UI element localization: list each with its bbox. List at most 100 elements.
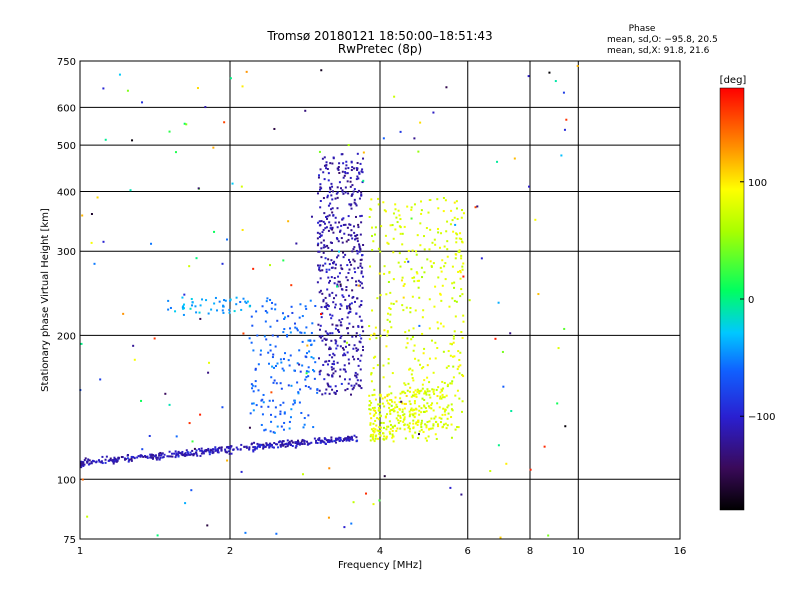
data-point bbox=[240, 470, 243, 473]
data-point bbox=[399, 427, 402, 430]
data-point bbox=[349, 308, 352, 311]
data-point bbox=[158, 458, 161, 461]
data-point bbox=[230, 445, 233, 448]
data-point bbox=[411, 394, 414, 397]
data-point bbox=[218, 300, 221, 303]
data-point bbox=[361, 254, 364, 257]
data-point bbox=[334, 221, 337, 224]
data-point bbox=[337, 438, 340, 441]
data-point bbox=[212, 146, 215, 149]
data-point bbox=[362, 349, 365, 352]
data-point bbox=[187, 452, 190, 455]
data-point bbox=[301, 315, 304, 318]
data-point bbox=[394, 208, 397, 211]
data-point bbox=[220, 449, 223, 452]
data-point bbox=[342, 251, 345, 254]
data-point bbox=[137, 455, 140, 458]
data-point bbox=[413, 408, 416, 411]
data-point bbox=[468, 299, 471, 302]
data-point bbox=[378, 499, 381, 502]
data-point bbox=[251, 402, 254, 405]
data-point bbox=[229, 77, 232, 80]
data-point bbox=[410, 395, 413, 398]
data-point bbox=[290, 284, 293, 287]
data-point bbox=[227, 450, 230, 453]
data-point bbox=[113, 456, 116, 459]
data-point bbox=[333, 363, 336, 366]
data-point bbox=[297, 391, 300, 394]
data-point bbox=[318, 437, 321, 440]
data-point bbox=[395, 417, 398, 420]
data-point bbox=[329, 188, 332, 191]
data-point bbox=[328, 359, 331, 362]
data-point bbox=[445, 427, 448, 430]
data-point bbox=[409, 367, 412, 370]
data-point bbox=[435, 388, 438, 391]
data-point bbox=[324, 338, 327, 341]
data-point bbox=[325, 302, 328, 305]
data-point bbox=[167, 308, 170, 311]
data-point bbox=[336, 186, 339, 189]
data-point bbox=[359, 265, 362, 268]
data-point bbox=[434, 243, 437, 246]
data-point bbox=[214, 296, 217, 299]
data-point bbox=[323, 305, 326, 308]
data-point bbox=[269, 430, 272, 433]
data-point bbox=[378, 409, 381, 412]
data-point bbox=[122, 312, 125, 315]
data-point bbox=[393, 401, 396, 404]
data-point bbox=[416, 234, 419, 237]
data-point bbox=[327, 516, 330, 519]
data-point bbox=[80, 461, 83, 464]
data-point bbox=[210, 449, 213, 452]
data-point bbox=[303, 440, 306, 443]
data-point bbox=[343, 340, 346, 343]
data-point bbox=[451, 219, 454, 222]
data-point bbox=[189, 307, 192, 310]
data-point bbox=[387, 362, 390, 365]
data-point bbox=[396, 405, 399, 408]
data-point bbox=[450, 382, 453, 385]
data-point bbox=[254, 385, 257, 388]
data-point bbox=[337, 166, 340, 169]
data-point bbox=[304, 385, 307, 388]
data-point bbox=[211, 448, 214, 451]
data-point bbox=[341, 288, 344, 291]
data-point bbox=[374, 411, 377, 414]
data-point bbox=[191, 304, 194, 307]
data-point bbox=[417, 389, 420, 392]
data-point bbox=[330, 366, 333, 369]
data-point bbox=[320, 256, 323, 259]
data-point bbox=[319, 264, 322, 267]
data-point bbox=[387, 393, 390, 396]
data-point bbox=[242, 297, 245, 300]
data-point bbox=[352, 501, 355, 504]
data-point bbox=[303, 331, 306, 334]
data-point bbox=[241, 228, 244, 231]
data-point bbox=[303, 442, 306, 445]
data-point bbox=[427, 405, 430, 408]
data-point bbox=[426, 364, 429, 367]
data-point bbox=[343, 352, 346, 355]
data-point bbox=[361, 286, 364, 289]
data-point bbox=[417, 150, 420, 153]
data-point bbox=[377, 403, 380, 406]
data-point bbox=[289, 327, 292, 330]
data-point bbox=[565, 118, 568, 121]
data-point bbox=[88, 462, 91, 465]
data-point bbox=[262, 443, 265, 446]
data-point bbox=[438, 246, 441, 249]
data-point bbox=[459, 351, 462, 354]
data-point bbox=[335, 324, 338, 327]
data-point bbox=[355, 178, 358, 181]
data-point bbox=[349, 180, 352, 183]
data-point bbox=[220, 448, 223, 451]
data-point bbox=[130, 457, 133, 460]
data-point bbox=[332, 360, 335, 363]
data-point bbox=[441, 284, 444, 287]
data-point bbox=[255, 310, 258, 313]
data-point bbox=[268, 446, 271, 449]
data-point bbox=[327, 305, 330, 308]
data-point bbox=[449, 342, 452, 345]
